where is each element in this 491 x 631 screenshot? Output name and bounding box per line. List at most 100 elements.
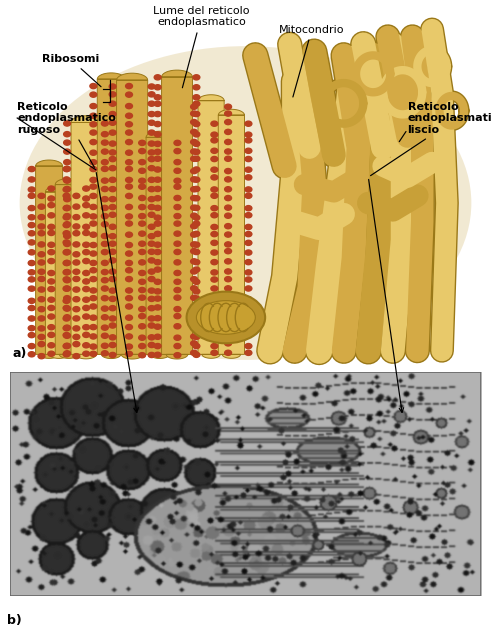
Circle shape	[193, 334, 200, 339]
Circle shape	[90, 242, 97, 247]
Circle shape	[109, 288, 116, 293]
Circle shape	[63, 286, 70, 292]
Circle shape	[64, 315, 71, 320]
Circle shape	[102, 140, 109, 145]
Circle shape	[148, 343, 155, 348]
Circle shape	[102, 178, 109, 183]
Circle shape	[126, 193, 133, 199]
Circle shape	[102, 213, 109, 219]
Circle shape	[174, 221, 181, 226]
Circle shape	[90, 184, 97, 189]
Circle shape	[126, 344, 133, 349]
Circle shape	[90, 251, 97, 256]
Circle shape	[102, 249, 109, 255]
Circle shape	[245, 240, 252, 245]
Circle shape	[73, 353, 80, 359]
Circle shape	[245, 206, 252, 211]
Circle shape	[64, 269, 71, 274]
Circle shape	[64, 333, 71, 338]
Circle shape	[90, 221, 97, 226]
Circle shape	[148, 352, 155, 358]
Circle shape	[90, 160, 97, 165]
Circle shape	[64, 295, 71, 301]
Circle shape	[64, 241, 71, 247]
Circle shape	[28, 206, 35, 211]
Circle shape	[109, 84, 116, 89]
Circle shape	[174, 249, 181, 254]
Circle shape	[38, 316, 45, 321]
Circle shape	[245, 270, 252, 275]
Circle shape	[102, 325, 109, 330]
Circle shape	[245, 259, 252, 265]
Circle shape	[211, 187, 218, 192]
Circle shape	[102, 160, 109, 165]
Circle shape	[63, 231, 70, 236]
Circle shape	[138, 279, 145, 285]
Circle shape	[64, 178, 71, 183]
Circle shape	[148, 84, 155, 89]
Circle shape	[73, 307, 80, 312]
Circle shape	[154, 221, 161, 227]
Circle shape	[109, 233, 116, 239]
Circle shape	[48, 203, 55, 208]
Circle shape	[102, 186, 109, 192]
Circle shape	[109, 224, 116, 230]
Circle shape	[64, 121, 71, 126]
Circle shape	[211, 314, 218, 319]
Circle shape	[174, 353, 181, 358]
Circle shape	[193, 305, 200, 310]
Circle shape	[193, 232, 200, 237]
Circle shape	[174, 288, 181, 293]
Circle shape	[154, 280, 161, 285]
Circle shape	[90, 204, 97, 209]
Circle shape	[126, 160, 133, 165]
Circle shape	[126, 232, 133, 237]
Circle shape	[245, 314, 252, 319]
Circle shape	[211, 206, 218, 211]
Circle shape	[126, 83, 133, 88]
Circle shape	[90, 214, 97, 219]
Circle shape	[191, 259, 197, 264]
Polygon shape	[71, 116, 101, 359]
Circle shape	[138, 231, 145, 236]
Circle shape	[211, 250, 218, 255]
Circle shape	[48, 250, 55, 255]
Circle shape	[193, 289, 200, 294]
Circle shape	[109, 101, 116, 106]
Circle shape	[28, 333, 35, 338]
Circle shape	[102, 306, 109, 311]
Circle shape	[154, 74, 161, 80]
Text: b): b)	[7, 614, 22, 627]
Circle shape	[28, 277, 35, 282]
Circle shape	[109, 204, 116, 209]
Circle shape	[174, 148, 181, 154]
Circle shape	[193, 205, 200, 211]
Circle shape	[64, 205, 71, 211]
Circle shape	[191, 304, 197, 309]
Circle shape	[64, 233, 71, 239]
Circle shape	[191, 205, 197, 210]
Circle shape	[154, 95, 161, 100]
Circle shape	[126, 177, 133, 182]
Circle shape	[64, 221, 71, 227]
Circle shape	[126, 334, 133, 339]
Circle shape	[82, 324, 89, 330]
Circle shape	[109, 258, 116, 263]
Circle shape	[64, 286, 71, 291]
Circle shape	[174, 168, 181, 174]
Circle shape	[138, 307, 145, 312]
Circle shape	[126, 351, 133, 357]
Circle shape	[148, 224, 155, 230]
Circle shape	[73, 341, 80, 346]
Circle shape	[90, 268, 97, 273]
Circle shape	[28, 215, 35, 220]
Circle shape	[154, 316, 161, 321]
Circle shape	[191, 168, 197, 174]
Circle shape	[64, 325, 71, 330]
Circle shape	[154, 196, 161, 201]
Circle shape	[138, 270, 145, 276]
Circle shape	[90, 315, 97, 321]
Circle shape	[245, 175, 252, 180]
Circle shape	[174, 260, 181, 265]
Circle shape	[211, 156, 218, 162]
